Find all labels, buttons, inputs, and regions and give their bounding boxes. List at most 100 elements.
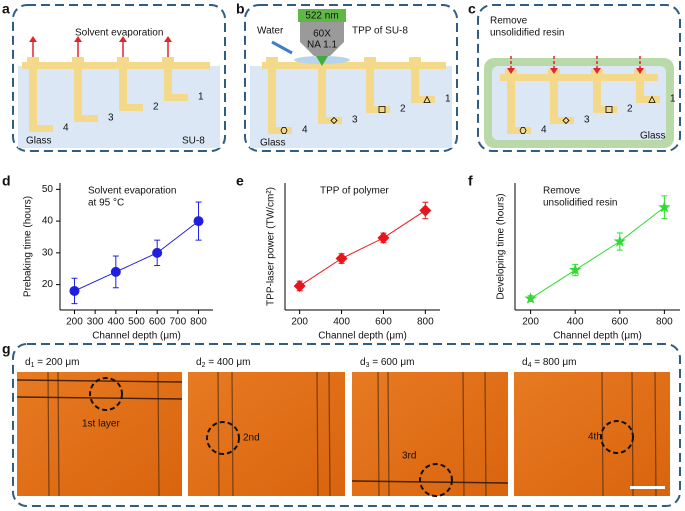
x-tick-label: 800	[417, 317, 434, 328]
channel-number: 4	[541, 125, 547, 136]
depth-index: 3	[366, 362, 370, 369]
x-axis-label: Channel depth (μm)	[553, 331, 642, 342]
x-tick-label: 600	[611, 317, 628, 328]
wavelength-label: 522 nm	[305, 11, 338, 22]
highlight-ring	[89, 377, 123, 411]
panel-letter: d	[2, 173, 11, 189]
panel-frame	[477, 4, 681, 152]
structure-foot	[366, 106, 390, 113]
point	[69, 285, 80, 296]
structure-tab	[27, 57, 39, 62]
x-tick-label: 200	[522, 317, 539, 328]
depth-symbol: d	[25, 357, 31, 368]
annotation: TPP of polymer	[320, 186, 389, 197]
structure-leg	[164, 62, 172, 101]
channel-wall	[316, 371, 319, 497]
structure-bar	[500, 74, 658, 81]
channel-wall	[217, 371, 220, 497]
y-tick-label: 50	[42, 184, 54, 195]
depth-value: = 200 μm	[34, 357, 79, 368]
structure-foot	[550, 117, 574, 124]
structure-foot	[507, 127, 531, 134]
point	[193, 216, 204, 227]
structure-leg	[550, 74, 558, 124]
channel-number: 1	[198, 92, 204, 103]
point	[524, 292, 537, 304]
x-tick-label: 600	[149, 317, 166, 328]
x-tick-label: 700	[170, 317, 187, 328]
depth-index: 2	[202, 362, 206, 369]
panel-title: Remove	[490, 16, 528, 27]
channel-wall	[351, 480, 509, 484]
structure-bar	[22, 62, 210, 69]
channel-number: 2	[153, 102, 159, 113]
layer-label: 2nd	[243, 433, 260, 444]
arrow-head	[550, 68, 558, 74]
structure-foot	[636, 96, 660, 103]
panel-title: unsolidified resin	[490, 28, 565, 39]
channel-wall	[484, 371, 487, 497]
channel-wall	[16, 379, 183, 383]
structure-leg	[318, 62, 326, 124]
structure-foot	[268, 127, 292, 134]
substrate-label: Glass	[640, 131, 666, 142]
x-tick-label: 400	[567, 317, 584, 328]
y-axis-label: Prebaking time (hours)	[23, 196, 34, 297]
x-tick-label: 300	[87, 317, 104, 328]
panel-letter: b	[236, 1, 245, 17]
medium-label: Water	[257, 26, 284, 37]
point	[419, 204, 432, 217]
arrow	[271, 40, 293, 55]
point	[377, 231, 390, 244]
channel-number: 3	[584, 115, 590, 126]
channel-shape	[648, 95, 656, 103]
depth-label: d1 = 200 μm	[25, 357, 79, 369]
point	[293, 279, 306, 292]
structure-leg	[74, 62, 82, 122]
highlight-ring	[206, 421, 240, 455]
structure-foot	[29, 125, 53, 132]
point	[152, 247, 163, 258]
channel-shape	[378, 106, 386, 113]
structure-bar	[262, 62, 446, 69]
y-axis-label: TPP-laser power (TW/cm²)	[266, 187, 277, 306]
structure-leg	[29, 62, 37, 132]
channel-shape	[605, 106, 613, 113]
structure-tab	[117, 57, 129, 62]
x-tick-label: 400	[107, 317, 124, 328]
point	[569, 263, 582, 276]
depth-label: d4 = 800 μm	[522, 357, 576, 369]
arrow-head	[593, 68, 601, 74]
structure-foot	[74, 115, 98, 122]
structure-leg	[268, 62, 276, 134]
scale-bar	[630, 486, 665, 489]
y-axis-label: Developing time (hours)	[496, 193, 507, 299]
structure-tab	[409, 57, 421, 62]
point	[613, 235, 626, 247]
structure-leg	[411, 62, 419, 103]
x-tick-label: 200	[66, 317, 83, 328]
structure-tab	[364, 57, 376, 62]
laser-focus	[316, 56, 328, 66]
structure-foot	[318, 117, 342, 124]
channel-number: 3	[352, 115, 358, 126]
channel-wall	[47, 371, 50, 497]
panel-letter: a	[2, 1, 10, 17]
annotation: unsolidified resin	[543, 198, 618, 209]
channel-wall	[462, 371, 465, 497]
x-tick-label: 200	[291, 317, 308, 328]
substrate-label: Glass	[260, 138, 286, 149]
substrate-label: Glass	[26, 136, 52, 147]
x-axis-label: Channel depth (μm)	[92, 331, 181, 342]
channel-number: 1	[445, 94, 451, 105]
resin-label: SU-8	[182, 136, 205, 147]
channel-shape	[330, 116, 338, 125]
channel-shape	[280, 127, 288, 134]
annotation: at 95 °C	[88, 198, 124, 209]
depth-value: = 600 μm	[369, 357, 414, 368]
depth-value: = 800 μm	[531, 357, 576, 368]
arrow-head	[507, 68, 515, 74]
point	[658, 200, 671, 213]
